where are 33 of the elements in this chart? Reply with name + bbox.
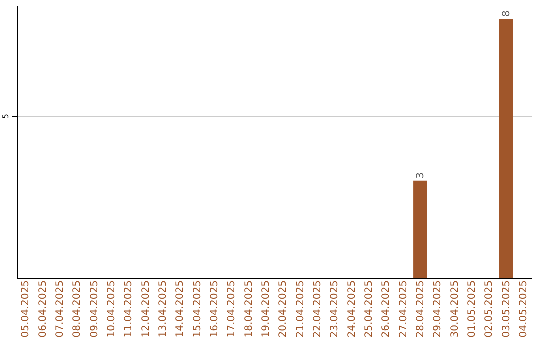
x-tick-label: 30.04.2025 [450,280,461,338]
y-tick-label: 5 [2,114,10,120]
x-tick-label: 24.04.2025 [346,280,358,338]
x-tick-label: 28.04.2025 [415,280,426,338]
x-tick-label: 11.04.2025 [124,280,135,338]
x-tick-label: 17.04.2025 [226,280,238,338]
x-tick-label: 14.04.2025 [175,280,186,338]
x-tick-label: 15.04.2025 [192,280,204,338]
x-tick-label: 04.05.2025 [518,280,530,338]
x-tick-label: 29.04.2025 [432,280,444,338]
data-label: 8 [501,10,512,17]
x-tick-label: 16.04.2025 [209,280,220,338]
x-tick-label: 03.05.2025 [501,280,512,338]
x-tick-label: 08.04.2025 [72,280,84,338]
data-label: 3 [415,172,426,179]
x-tick-label: 13.04.2025 [158,280,169,338]
x-tick-label: 01.05.2025 [466,280,478,338]
x-tick-label: 27.04.2025 [398,280,410,338]
x-tick-label: 07.04.2025 [54,280,66,338]
x-tick-label: 19.04.2025 [260,280,272,338]
x-tick-label: 26.04.2025 [381,280,392,338]
x-tick-label: 22.04.2025 [312,280,324,338]
x-tick-label: 10.04.2025 [106,280,118,338]
x-tick-label: 25.04.2025 [364,280,375,338]
x-tick-label: 05.04.2025 [20,280,32,338]
x-tick-label: 02.05.2025 [484,280,496,338]
x-tick-label: 23.04.2025 [330,280,341,338]
x-tick-label: 06.04.2025 [38,280,49,338]
x-tick-label: 20.04.2025 [278,280,290,338]
x-tick-label: 21.04.2025 [295,280,306,338]
x-tick-label: 09.04.2025 [89,280,100,338]
x-tick-label: 12.04.2025 [140,280,152,338]
x-tick-label: 18.04.2025 [244,280,255,338]
